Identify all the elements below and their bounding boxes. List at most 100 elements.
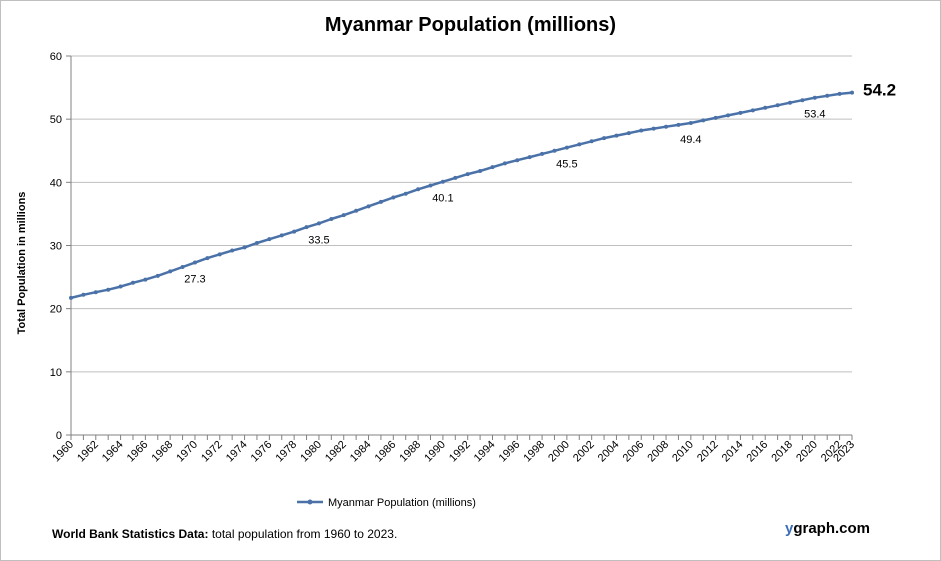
x-tick-label: 2006 (621, 439, 647, 465)
data-point (143, 277, 148, 282)
data-point (267, 237, 272, 242)
x-tick-label: 2018 (769, 439, 795, 465)
data-point (738, 110, 743, 115)
data-point (81, 292, 86, 297)
y-axis-label: Total Population in millions (16, 192, 28, 335)
data-label: 45.5 (556, 159, 577, 171)
data-point (416, 187, 421, 192)
data-point (93, 290, 98, 295)
data-point (676, 122, 681, 127)
x-tick-label: 1986 (373, 439, 399, 465)
brand-rest: graph.com (793, 520, 871, 537)
x-tick-label: 1990 (422, 439, 448, 465)
data-point (614, 133, 619, 138)
x-tick-label: 2000 (546, 439, 572, 465)
data-point (106, 287, 111, 292)
x-tick-label: 2002 (571, 439, 597, 465)
data-point (180, 264, 185, 269)
x-tick-label: 1972 (199, 439, 225, 465)
x-tick-label: 1966 (125, 439, 151, 465)
data-point (688, 120, 693, 125)
data-point (515, 158, 520, 163)
y-axis: 0 10 20 30 40 50 60 (50, 51, 72, 442)
data-point (428, 183, 433, 188)
data-label: 49.4 (680, 134, 701, 146)
data-point (701, 118, 706, 123)
data-point (341, 213, 346, 218)
x-tick-label: 1984 (348, 439, 374, 465)
data-point (453, 175, 458, 180)
data-point (69, 295, 73, 300)
data-point (664, 124, 669, 129)
data-point (850, 90, 854, 95)
data-point (527, 155, 532, 160)
data-point (750, 108, 755, 113)
y-tick-label: 60 (50, 51, 62, 63)
data-point (837, 91, 842, 96)
data-point (726, 113, 731, 118)
data-point (490, 165, 495, 170)
x-tick-label: 2014 (720, 439, 746, 465)
data-point (502, 161, 507, 166)
x-tick-label: 1962 (75, 439, 101, 465)
data-point (540, 151, 545, 156)
data-point (155, 273, 160, 278)
data-point (602, 136, 607, 141)
data-point (564, 145, 569, 150)
data-point (205, 256, 210, 261)
chart-title: Myanmar Population (millions) (324, 14, 617, 36)
x-tick-label: 1968 (149, 439, 175, 465)
data-point (577, 142, 582, 147)
data-point (626, 131, 631, 136)
y-tick-label: 30 (50, 241, 62, 253)
end-value-label: 54.2 (863, 81, 896, 100)
x-tick-label: 1960 (50, 439, 76, 465)
legend: Myanmar Population (millions) (297, 497, 476, 509)
x-tick-label: 2016 (745, 439, 771, 465)
data-point (118, 284, 123, 289)
y-tick-label: 20 (50, 304, 62, 316)
data-point (130, 280, 135, 285)
y-tick-label: 0 (56, 430, 62, 442)
data-point (230, 248, 235, 253)
data-point (329, 216, 334, 221)
x-tick-label: 1998 (521, 439, 547, 465)
brand-initial: y (785, 520, 794, 537)
x-tick-label: 1978 (273, 439, 299, 465)
data-point (775, 103, 780, 108)
y-tick-label: 50 (50, 114, 62, 126)
data-point (192, 260, 197, 265)
data-point (354, 208, 359, 213)
data-point (639, 128, 644, 133)
data-label: 53.4 (804, 109, 825, 121)
x-tick-label: 1988 (397, 439, 423, 465)
data-point (763, 105, 768, 110)
data-point (713, 115, 718, 120)
x-tick-label: 2020 (794, 439, 820, 465)
data-label: 40.1 (432, 193, 453, 205)
data-point (788, 100, 793, 105)
x-tick-label: 1996 (497, 439, 523, 465)
x-tick-label: 1970 (174, 439, 200, 465)
brand-logo: ygraph.com (785, 520, 870, 537)
x-tick-label: 2010 (670, 439, 696, 465)
x-tick-label: 1974 (224, 439, 250, 465)
x-tick-label: 1964 (100, 439, 126, 465)
data-point (304, 225, 309, 230)
data-labels: 27.3 33.5 40.1 45.5 49.4 53.4 54.2 (184, 81, 896, 286)
series-group (69, 90, 854, 300)
source-text: total population from 1960 to 2023. (208, 527, 398, 541)
gridlines (71, 55, 852, 373)
data-point (391, 195, 396, 200)
x-tick-label: 1992 (447, 439, 473, 465)
data-point (279, 233, 284, 238)
x-tick-label: 2004 (596, 439, 622, 465)
data-point (366, 204, 371, 209)
data-point (589, 139, 594, 144)
data-label: 33.5 (308, 234, 329, 246)
x-axis: 1960196219641966196819701972197419761978… (50, 434, 857, 465)
data-point (651, 126, 656, 131)
x-tick-label: 2012 (695, 439, 721, 465)
